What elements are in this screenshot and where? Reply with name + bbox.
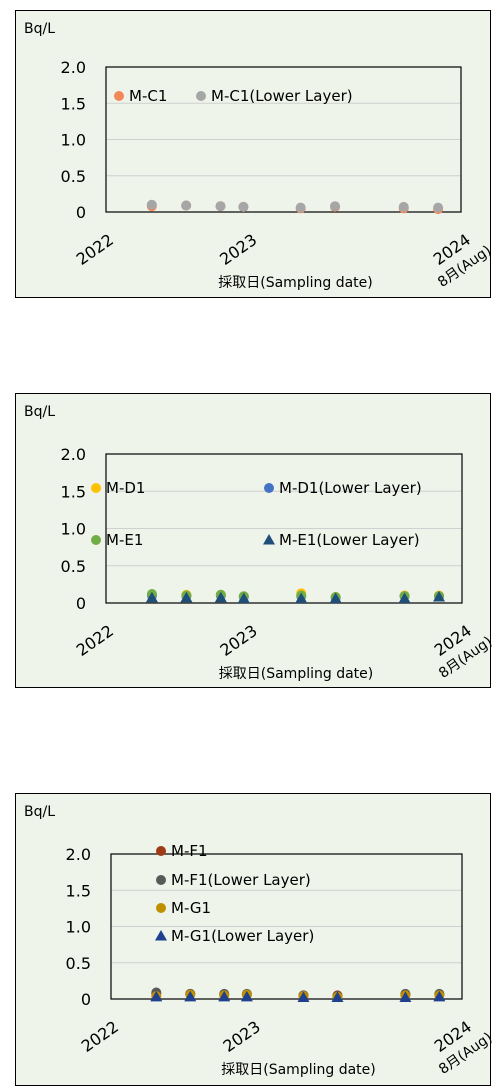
data-point xyxy=(398,201,409,212)
legend-entry: M-G1(Lower Layer) xyxy=(155,927,314,945)
data-point xyxy=(145,591,158,603)
legend-label: M-G1 xyxy=(171,899,211,917)
y-tick-label: 1.5 xyxy=(66,881,91,900)
legend-label: M-F1 xyxy=(171,842,208,860)
x-tick-label: 2022 xyxy=(73,621,117,660)
y-unit-label: Bq/L xyxy=(24,21,55,37)
x-axis-title: 採取日(Sampling date) xyxy=(221,1062,375,1078)
legend-marker xyxy=(264,483,274,493)
x-tick-label: 2022 xyxy=(73,230,117,269)
legend-label: M-E1 xyxy=(106,531,143,549)
chart-panel-mf1-mg1: Bq/L 2.0 1.5 1.0 0.5 0 2022 2023 2024 8月(Aug) 採取日(… xyxy=(15,793,493,1086)
data-point xyxy=(238,201,249,212)
data-point xyxy=(330,201,341,212)
y-tick-label: 0.5 xyxy=(61,167,86,186)
series-m-c1-lower-layer- xyxy=(146,199,444,213)
data-point xyxy=(150,990,163,1002)
x-tick-label: 2023 xyxy=(217,621,261,660)
y-tick-label: 1.5 xyxy=(61,94,86,113)
data-point xyxy=(181,200,192,211)
series-m-g1-lower-layer- xyxy=(150,990,446,1003)
chart-panel-md1-me1: Bq/L 2.0 1.5 1.0 0.5 0 2022 2023 2024 8月(Aug) 採取日(… xyxy=(15,393,493,688)
data-point xyxy=(433,591,446,602)
y-unit-label: Bq/L xyxy=(24,404,55,420)
data-point xyxy=(433,990,446,1002)
legend-marker xyxy=(155,930,167,941)
series-m-e1 xyxy=(146,589,445,603)
y-tick-label: 0.5 xyxy=(61,557,86,576)
legend-marker xyxy=(91,483,101,493)
data-point xyxy=(214,591,227,603)
series-m-d1 xyxy=(146,588,445,603)
data-point xyxy=(240,990,253,1002)
y-tick-label: 1.0 xyxy=(66,918,91,937)
data-point xyxy=(146,199,157,210)
data-point xyxy=(184,990,197,1002)
legend-entry: M-C1(Lower Layer) xyxy=(196,87,353,105)
legend-entry: M-E1(Lower Layer) xyxy=(263,531,420,549)
legend-label: M-C1(Lower Layer) xyxy=(211,87,353,105)
series-m-e1-lower-layer- xyxy=(145,591,446,604)
y-tick-label: 1.0 xyxy=(61,520,86,539)
plot-frame xyxy=(105,66,462,213)
data-point xyxy=(218,990,231,1002)
legend-entry: M-G1 xyxy=(156,899,211,917)
legend-marker xyxy=(91,535,101,545)
data-point xyxy=(215,201,226,212)
data-point xyxy=(329,592,342,604)
y-tick-label: 0 xyxy=(81,990,91,1009)
x-axis-title: 採取日(Sampling date) xyxy=(218,275,372,291)
x-tick-label: 2022 xyxy=(78,1017,122,1056)
legend-marker xyxy=(156,875,166,885)
legend-marker xyxy=(263,534,275,545)
chart-panel-mc1: Bq/L 2.0 1.5 1.0 0.5 0 2022 2023 2024 8月(Aug) 採取日(… xyxy=(15,10,493,298)
y-tick-label: 2.0 xyxy=(61,58,86,77)
data-point xyxy=(297,991,310,1003)
x-tick-label: 2023 xyxy=(220,1017,264,1056)
data-point xyxy=(433,202,444,213)
legend-entry: M-C1 xyxy=(114,87,167,105)
data-point xyxy=(331,991,344,1003)
legend-entry: M-D1 xyxy=(91,479,145,497)
legend-label: M-D1 xyxy=(106,479,145,497)
y-tick-label: 0 xyxy=(76,203,86,222)
legend-label: M-E1(Lower Layer) xyxy=(279,531,420,549)
y-tick-label: 1.0 xyxy=(61,131,86,150)
x-tick-label: 2023 xyxy=(216,230,260,269)
legend-label: M-F1(Lower Layer) xyxy=(171,871,311,889)
data-point xyxy=(295,592,308,604)
plot-frame xyxy=(105,453,463,604)
y-tick-label: 0 xyxy=(76,594,86,613)
y-tick-label: 0.5 xyxy=(66,954,91,973)
y-tick-label: 2.0 xyxy=(61,445,86,464)
data-point xyxy=(237,592,250,604)
legend-label: M-D1(Lower Layer) xyxy=(279,479,422,497)
legend-entry: M-E1 xyxy=(91,531,143,549)
data-point xyxy=(295,202,306,213)
legend-label: M-G1(Lower Layer) xyxy=(171,927,314,945)
y-unit-label: Bq/L xyxy=(24,804,55,820)
legend-marker xyxy=(156,903,166,913)
y-tick-label: 2.0 xyxy=(66,845,91,864)
plot-frame xyxy=(110,853,463,1000)
data-point xyxy=(180,591,193,603)
x-axis-title: 採取日(Sampling date) xyxy=(219,666,373,682)
y-tick-label: 1.5 xyxy=(61,482,86,501)
legend-marker xyxy=(196,91,206,101)
data-point xyxy=(399,991,412,1003)
legend-entry: M-D1(Lower Layer) xyxy=(264,479,422,497)
legend-label: M-C1 xyxy=(129,87,167,105)
legend-entry: M-F1 xyxy=(156,842,208,860)
legend-entry: M-F1(Lower Layer) xyxy=(156,871,311,889)
legend-marker xyxy=(114,91,124,101)
legend-marker xyxy=(156,846,166,856)
data-point xyxy=(398,592,411,604)
